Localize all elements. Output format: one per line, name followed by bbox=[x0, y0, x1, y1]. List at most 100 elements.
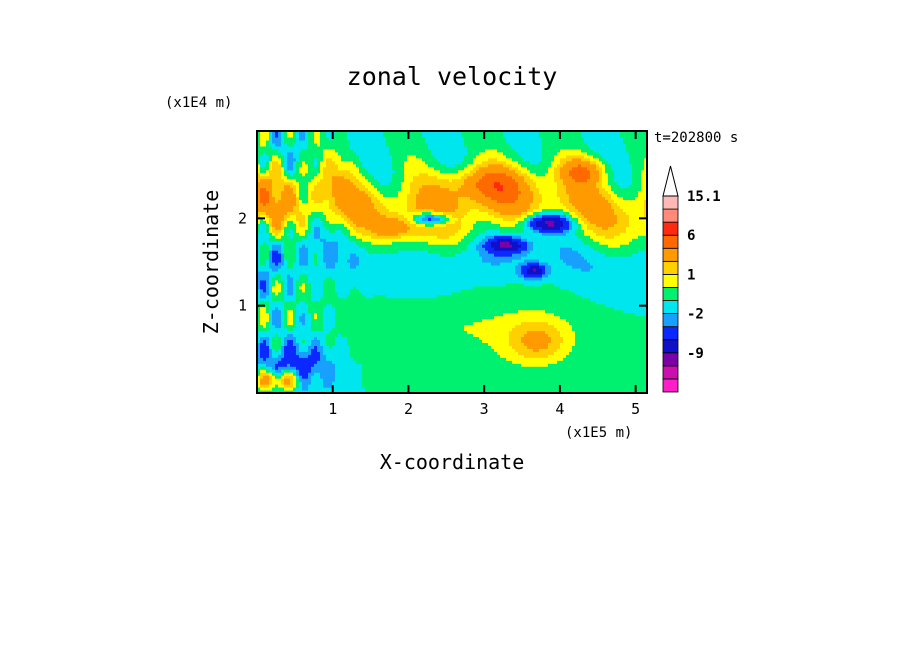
field-cell bbox=[359, 333, 363, 338]
field-cell bbox=[284, 256, 288, 260]
field-cell bbox=[410, 232, 414, 236]
field-cell bbox=[257, 309, 261, 314]
field-cell bbox=[320, 369, 324, 373]
field-cell bbox=[383, 345, 387, 349]
field-cell bbox=[332, 267, 336, 272]
field-cell bbox=[332, 357, 336, 361]
field-cell bbox=[356, 264, 360, 269]
field-cell bbox=[293, 250, 297, 254]
field-cell bbox=[404, 321, 408, 326]
field-cell bbox=[362, 297, 366, 302]
field-cell bbox=[326, 247, 330, 251]
field-cell bbox=[263, 327, 267, 332]
field-cell bbox=[365, 142, 369, 147]
field-cell bbox=[392, 327, 396, 332]
field-cell bbox=[356, 238, 360, 242]
field-cell bbox=[335, 178, 339, 183]
field-cell bbox=[362, 318, 366, 323]
field-cell bbox=[329, 163, 333, 168]
field-cell bbox=[302, 232, 306, 236]
field-cell bbox=[368, 294, 372, 299]
field-cell bbox=[344, 259, 348, 263]
field-cell bbox=[356, 336, 360, 341]
field-cell bbox=[350, 154, 354, 159]
field-cell bbox=[389, 241, 393, 245]
field-cell bbox=[326, 360, 330, 364]
field-cell bbox=[317, 345, 321, 349]
field-cell bbox=[356, 339, 360, 343]
field-cell bbox=[407, 247, 411, 251]
field-cell bbox=[311, 199, 315, 204]
field-cell bbox=[272, 247, 276, 251]
field-cell bbox=[380, 372, 384, 376]
field-cell bbox=[404, 145, 408, 150]
field-cell bbox=[356, 300, 360, 305]
field-cell bbox=[416, 145, 420, 150]
field-cell bbox=[383, 229, 387, 233]
field-cell bbox=[308, 306, 312, 311]
field-cell bbox=[338, 259, 342, 263]
field-cell bbox=[323, 297, 327, 302]
field-cell bbox=[353, 321, 357, 326]
field-cell bbox=[374, 387, 378, 391]
field-cell bbox=[356, 226, 360, 230]
field-cell bbox=[290, 187, 294, 192]
field-cell bbox=[287, 366, 291, 370]
field-cell bbox=[383, 190, 387, 195]
field-cell bbox=[416, 348, 420, 352]
field-cell bbox=[365, 211, 369, 215]
field-cell bbox=[368, 363, 372, 367]
field-cell bbox=[281, 181, 285, 186]
field-cell bbox=[308, 145, 312, 150]
field-cell bbox=[281, 360, 285, 364]
field-cell bbox=[383, 384, 387, 388]
field-cell bbox=[386, 226, 390, 230]
field-cell bbox=[353, 270, 357, 275]
field-cell bbox=[257, 282, 261, 287]
field-cell bbox=[425, 244, 429, 248]
field-cell bbox=[365, 387, 369, 391]
field-cell bbox=[326, 330, 330, 335]
field-cell bbox=[257, 166, 261, 171]
field-cell bbox=[329, 333, 333, 338]
field-cell bbox=[389, 297, 393, 302]
field-cell bbox=[422, 351, 426, 355]
field-cell bbox=[320, 205, 324, 210]
field-cell bbox=[404, 360, 408, 364]
field-cell bbox=[347, 375, 351, 379]
field-cell bbox=[332, 157, 336, 162]
field-cell bbox=[365, 318, 369, 323]
field-cell bbox=[359, 178, 363, 183]
field-cell bbox=[266, 387, 270, 391]
field-cell bbox=[353, 202, 357, 207]
field-cell bbox=[413, 309, 417, 314]
field-cell bbox=[329, 136, 333, 141]
field-cell bbox=[383, 378, 387, 382]
field-cell bbox=[302, 223, 306, 227]
field-cell bbox=[413, 324, 417, 329]
field-cell bbox=[395, 229, 399, 233]
field-cell bbox=[410, 172, 414, 177]
field-cell bbox=[287, 205, 291, 210]
field-cell bbox=[341, 372, 345, 376]
field-cell bbox=[326, 208, 330, 212]
field-cell bbox=[350, 297, 354, 302]
field-cell bbox=[368, 172, 372, 177]
field-cell bbox=[314, 131, 318, 135]
field-cell bbox=[320, 181, 324, 186]
field-cell bbox=[263, 131, 267, 135]
field-cell bbox=[302, 315, 306, 320]
field-cell bbox=[287, 276, 291, 281]
field-cell bbox=[323, 351, 327, 355]
field-cell bbox=[299, 276, 303, 281]
field-cell bbox=[260, 193, 264, 198]
field-cell bbox=[392, 133, 396, 138]
field-cell bbox=[281, 131, 285, 135]
field-cell bbox=[359, 363, 363, 367]
field-cell bbox=[392, 190, 396, 195]
field-cell bbox=[332, 211, 336, 215]
field-cell bbox=[308, 199, 312, 204]
field-cell bbox=[341, 148, 345, 153]
field-cell bbox=[257, 247, 261, 251]
field-cell bbox=[389, 250, 393, 254]
